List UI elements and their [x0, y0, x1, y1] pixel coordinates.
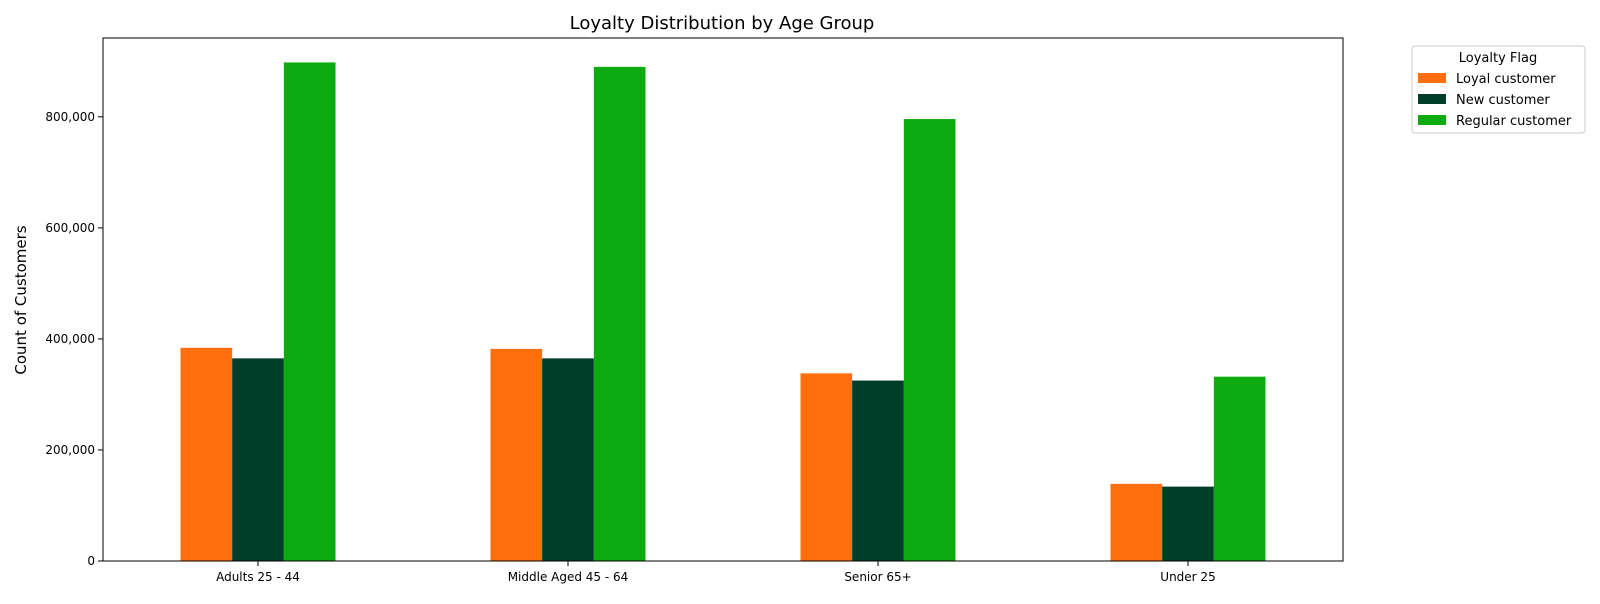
bar — [1162, 486, 1214, 561]
legend-label: Regular customer — [1456, 114, 1572, 129]
bar — [180, 347, 233, 561]
legend: Loyalty Flag Loyal customer New customer R… — [1411, 45, 1586, 134]
legend-swatch — [1418, 94, 1446, 104]
y-tick-label: 0 — [87, 554, 95, 568]
bar — [490, 348, 543, 561]
legend-items: Loyal customer New customer Regular custom… — [1418, 72, 1572, 129]
legend-swatch — [1418, 73, 1446, 83]
bar — [542, 358, 594, 561]
bar — [852, 380, 904, 561]
y-axis-label: Count of Customers — [12, 225, 30, 374]
legend-title: Loyalty Flag — [1459, 51, 1537, 66]
bar — [593, 66, 646, 562]
legend-label: Loyal customer — [1456, 72, 1556, 87]
y-tick-label: 600,000 — [45, 221, 95, 235]
x-axis-ticks: Adults 25 - 44 Middle Aged 45 - 64 Senior … — [216, 561, 1216, 584]
y-tick-label: 800,000 — [45, 110, 95, 124]
bar — [232, 358, 284, 561]
plot-frame — [102, 37, 1344, 562]
bar — [903, 119, 956, 561]
legend-label: New customer — [1456, 93, 1550, 108]
chart-title: Loyalty Distribution by Age Group — [570, 13, 875, 34]
x-tick-label: Senior 65+ — [844, 570, 911, 584]
bar — [800, 373, 853, 561]
bar — [1213, 376, 1266, 561]
y-tick-label: 400,000 — [45, 332, 95, 346]
y-axis-ticks: 0 200,000 400,000 600,000 800,000 — [45, 110, 103, 568]
bars-group — [180, 62, 1266, 562]
x-tick-label: Middle Aged 45 - 64 — [508, 570, 629, 584]
y-tick-label: 200,000 — [45, 443, 95, 457]
bar — [283, 62, 336, 562]
x-tick-label: Under 25 — [1160, 570, 1215, 584]
legend-box — [1411, 45, 1586, 134]
bar — [1110, 483, 1163, 561]
legend-swatch — [1418, 115, 1446, 125]
x-tick-label: Adults 25 - 44 — [216, 570, 300, 584]
